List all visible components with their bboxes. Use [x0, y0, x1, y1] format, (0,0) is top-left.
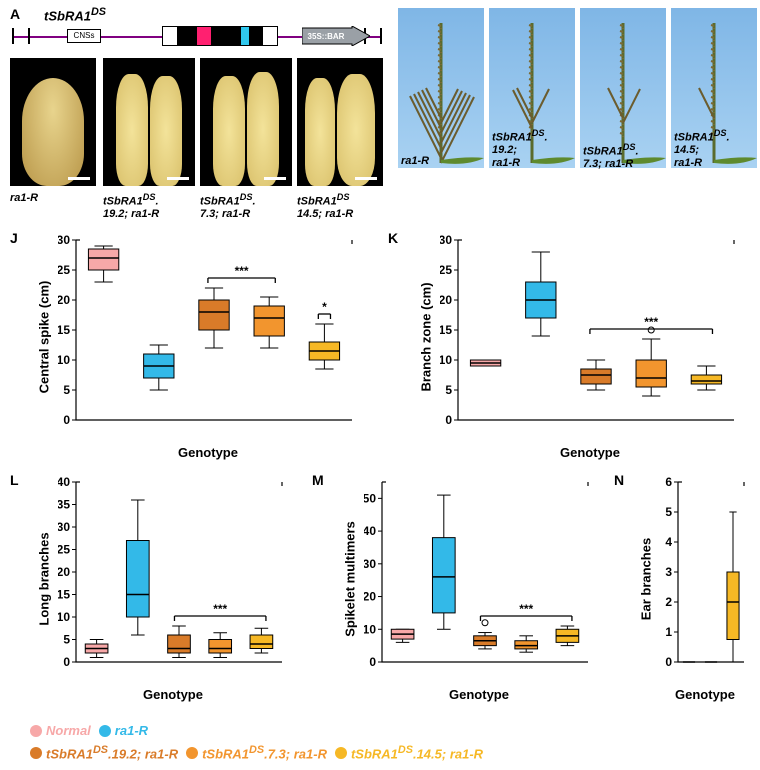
- tassel-label-d: tSbRA1DS.7.3; ra1-R: [583, 142, 639, 171]
- svg-text:*: *: [322, 300, 327, 314]
- svg-text:30: 30: [58, 520, 70, 534]
- svg-text:***: ***: [644, 315, 658, 329]
- svg-text:1: 1: [665, 625, 672, 639]
- chart-k: 051015202530***Branch zone (cm)Genotype: [440, 232, 740, 442]
- svg-text:5: 5: [665, 505, 672, 519]
- svg-text:10: 10: [58, 610, 70, 624]
- tassel-b: [398, 8, 484, 168]
- svg-text:0: 0: [63, 655, 70, 669]
- cns-box: CNSs: [67, 29, 101, 43]
- svg-text:50: 50: [364, 491, 376, 505]
- panel-label-n: N: [614, 472, 624, 488]
- tassel-label-b: ra1-R: [401, 155, 429, 168]
- svg-text:30: 30: [440, 233, 452, 247]
- svg-text:15: 15: [58, 323, 70, 337]
- ear-photo-i: [297, 58, 383, 186]
- svg-text:10: 10: [440, 353, 452, 367]
- panel-label-k: K: [388, 230, 398, 246]
- svg-text:0: 0: [369, 655, 376, 669]
- chart-n: 0123456Ear branchesGenotype: [660, 474, 750, 684]
- svg-text:15: 15: [440, 323, 452, 337]
- panelA-title-sup: DS: [91, 6, 106, 18]
- ear-label-h: tSbRA1DS.7.3; ra1-R: [200, 192, 256, 221]
- svg-text:10: 10: [364, 622, 376, 636]
- svg-text:***: ***: [519, 602, 533, 616]
- svg-text:3: 3: [665, 565, 672, 579]
- svg-text:20: 20: [58, 293, 70, 307]
- svg-text:20: 20: [58, 565, 70, 579]
- panel-label-j: J: [10, 230, 18, 246]
- ear-photo-h: [200, 58, 292, 186]
- svg-text:5: 5: [63, 633, 70, 647]
- svg-text:6: 6: [665, 475, 672, 489]
- svg-text:5: 5: [445, 383, 452, 397]
- svg-text:25: 25: [58, 543, 70, 557]
- gene-diagram: tSbRA1DS CNSs 35S::BAR: [12, 8, 382, 50]
- ear-label-i: tSbRA1DS14.5; ra1-R: [297, 192, 353, 221]
- svg-text:***: ***: [235, 264, 249, 278]
- ear-label-g: tSbRA1DS.19.2; ra1-R: [103, 192, 159, 221]
- tassel-label-c: tSbRA1DS.19.2;ra1-R: [492, 128, 548, 170]
- chart-l: 0510152025303540***Long branchesGenotype: [58, 474, 288, 684]
- ear-photo-f: [10, 58, 96, 186]
- svg-text:15: 15: [58, 588, 70, 602]
- svg-text:20: 20: [440, 293, 452, 307]
- svg-text:2: 2: [665, 595, 672, 609]
- chart-m: 01020304050***Spikelet multimersGenotype: [364, 474, 594, 684]
- svg-text:40: 40: [58, 475, 70, 489]
- svg-text:0: 0: [665, 655, 672, 669]
- svg-text:0: 0: [445, 413, 452, 427]
- panelA-title: tSbRA1: [44, 8, 91, 23]
- legend: Normalra1-RtSbRA1DS.19.2; ra1-RtSbRA1DS.…: [30, 722, 750, 764]
- svg-text:40: 40: [364, 524, 376, 538]
- svg-text:25: 25: [440, 263, 452, 277]
- panel-label-m: M: [312, 472, 324, 488]
- bar-cassette: 35S::BAR: [302, 26, 370, 46]
- svg-text:4: 4: [665, 535, 672, 549]
- chart-j: 051015202530****Central spike (cm)Genoty…: [58, 232, 358, 442]
- svg-text:***: ***: [213, 602, 227, 616]
- tassel-label-e: tSbRA1DS.14.5;ra1-R: [674, 128, 730, 170]
- svg-text:25: 25: [58, 263, 70, 277]
- svg-text:10: 10: [58, 353, 70, 367]
- svg-text:30: 30: [364, 557, 376, 571]
- svg-text:5: 5: [63, 383, 70, 397]
- svg-text:30: 30: [58, 233, 70, 247]
- svg-text:35S::BAR: 35S::BAR: [308, 32, 345, 41]
- ear-label-f: ra1-R: [10, 192, 38, 205]
- svg-text:20: 20: [364, 590, 376, 604]
- svg-text:35: 35: [58, 498, 70, 512]
- panel-label-l: L: [10, 472, 19, 488]
- ear-photo-g: [103, 58, 195, 186]
- svg-text:0: 0: [63, 413, 70, 427]
